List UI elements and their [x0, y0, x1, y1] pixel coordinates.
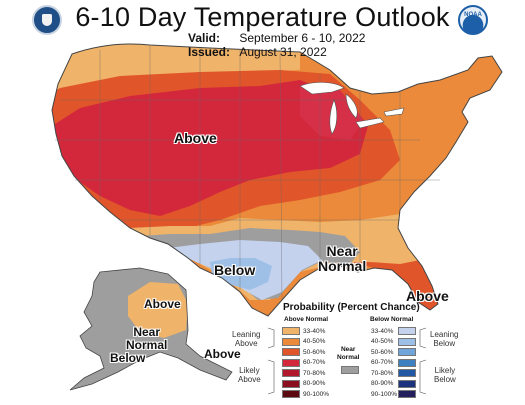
- label-alaska-below: Below: [110, 351, 146, 365]
- legend-above-swatch: [282, 348, 300, 356]
- legend-likely-above: Likely Above: [238, 366, 261, 384]
- page-title: 6-10 Day Temperature Outlook: [75, 2, 450, 32]
- legend-below-label: 33-40%: [371, 327, 394, 335]
- alaska-near-line2: Normal: [126, 338, 168, 352]
- legend-below-swatch: [398, 379, 416, 388]
- label-alaska-near-normal: Near Normal: [126, 326, 167, 352]
- legend-above-swatch: [282, 379, 300, 388]
- legend-below-label: 90-100%: [371, 390, 398, 398]
- legend-likely-below: Likely Below: [434, 366, 456, 384]
- legend-title: Probability (Percent Chance): [283, 302, 420, 313]
- near-head-line2: Normal: [337, 354, 360, 361]
- legend-above-label: 40-50%: [303, 338, 326, 345]
- state-borders: [55, 46, 440, 301]
- legend-above-label: 60-70%: [303, 359, 326, 366]
- label-below-main: Below: [214, 262, 256, 278]
- label-alaska-above-north: Above: [144, 297, 181, 311]
- legend-above-swatch: [282, 369, 300, 377]
- leaning-above-line1: Leaning: [232, 330, 261, 339]
- near-head-line1: Near: [340, 346, 356, 353]
- legend-above-label: 50-60%: [303, 348, 326, 356]
- legend-above-head: Above Normal: [284, 316, 329, 323]
- legend-above-swatch: [282, 327, 300, 335]
- valid-value: September 6 - 10, 2022: [239, 31, 366, 45]
- legend-below-head: Below Normal: [370, 316, 414, 323]
- legend-below-swatch: [398, 369, 416, 377]
- likely-below-line2: Below: [434, 375, 456, 384]
- legend-near-normal-head: Near Normal: [337, 346, 359, 362]
- likely-below-line1: Likely: [434, 366, 456, 375]
- leaning-below-line2: Below: [433, 339, 456, 348]
- legend-brackets: [267, 327, 427, 395]
- legend-above-label: 80-90%: [303, 380, 326, 387]
- likely-above-line2: Above: [238, 375, 261, 384]
- legend-above-swatch: [282, 358, 300, 367]
- great-lakes: [299, 82, 405, 135]
- issued-date: Issued: August 31, 2022: [188, 45, 327, 59]
- legend-below-label: 40-50%: [371, 338, 394, 345]
- legend-above-label: 70-80%: [303, 369, 326, 377]
- legend-leaning-above: Leaning Above: [232, 330, 260, 348]
- legend-below-label: 80-90%: [371, 380, 394, 387]
- issued-label: Issued:: [188, 45, 231, 59]
- legend-above-label: 33-40%: [303, 327, 326, 335]
- legend-below-swatch: [398, 348, 416, 356]
- noaa-logo-text: NOAA: [464, 12, 482, 18]
- valid-label: Valid:: [188, 31, 221, 45]
- near-normal-line1: Near: [326, 243, 358, 259]
- legend-below-label: 70-80%: [371, 369, 394, 377]
- label-above-main: Above: [174, 130, 217, 146]
- legend-below-label: 60-70%: [371, 359, 394, 366]
- likely-above-line1: Likely: [239, 366, 260, 375]
- valid-dates: Valid: September 6 - 10, 2022: [188, 31, 365, 45]
- label-above-florida: Above: [406, 288, 449, 304]
- legend-below-swatch: [398, 327, 416, 335]
- legend-leaning-below: Leaning Below: [430, 330, 458, 348]
- legend-near-normal-swatch: [341, 366, 359, 374]
- legend-above-swatch: [282, 390, 300, 398]
- alaska-near-line1: Near: [133, 325, 161, 339]
- legend-above-swatch: [282, 337, 300, 346]
- alaska-outline: [69, 267, 233, 391]
- legend-below-label: 50-60%: [371, 348, 394, 356]
- leaning-below-line1: Leaning: [430, 330, 459, 339]
- noaa-logo-icon: NOAA: [458, 5, 488, 35]
- label-near-normal: Near Normal: [318, 244, 366, 274]
- issued-value: August 31, 2022: [239, 45, 327, 59]
- near-normal-line2: Normal: [318, 258, 367, 274]
- legend-below-swatch: [398, 358, 416, 367]
- legend-below-swatch: [398, 390, 416, 398]
- commerce-seal-icon: [32, 5, 62, 35]
- label-alaska-above-south: Above: [204, 347, 241, 361]
- legend-below-swatch: [398, 337, 416, 346]
- leaning-above-line2: Above: [234, 339, 258, 348]
- legend-above-label: 90-100%: [303, 390, 330, 398]
